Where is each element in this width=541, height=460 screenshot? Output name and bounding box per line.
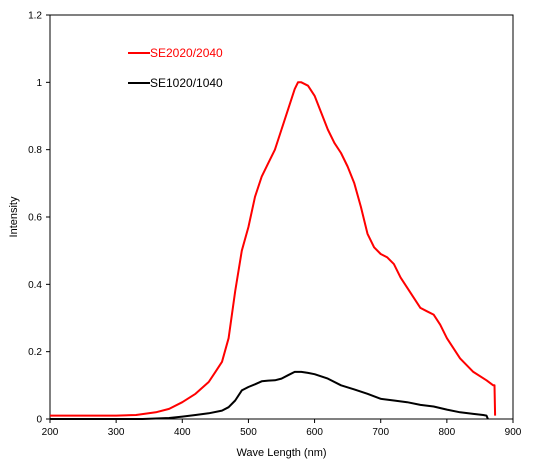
- x-tick-label: 300: [108, 427, 125, 438]
- x-tick-label: 700: [372, 427, 389, 438]
- x-tick-label: 600: [306, 427, 323, 438]
- x-tick-label: 800: [439, 427, 456, 438]
- series-line-2: [50, 370, 489, 420]
- y-tick-label: 0.6: [28, 213, 42, 224]
- y-tick-label: 1.2: [28, 11, 42, 22]
- x-tick-label: 900: [505, 427, 522, 438]
- x-axis-ticks: 200 300 400 500 600 700 800 900: [42, 419, 522, 438]
- plot-frame: [49, 14, 514, 420]
- x-axis-title: Wave Length (nm): [236, 447, 326, 459]
- y-axis-ticks: 0 0.2 0.4 0.6 0.8 1 1.2: [28, 11, 50, 426]
- series-line-1: [50, 81, 497, 417]
- x-tick-label: 200: [42, 427, 59, 438]
- plot-area-border: [49, 14, 514, 420]
- y-tick-label: 0.8: [28, 145, 42, 156]
- y-tick-label: 1: [36, 78, 42, 89]
- legend-label-1: SE2020/2040: [150, 46, 223, 60]
- legend: SE2020/2040 SE1020/1040: [128, 46, 223, 90]
- legend-label-2: SE1020/1040: [150, 76, 223, 90]
- series-layer: [50, 81, 497, 420]
- x-tick-label: 500: [240, 427, 257, 438]
- y-axis-title: Intensity: [8, 196, 20, 237]
- y-tick-label: 0: [36, 415, 42, 426]
- x-tick-label: 400: [174, 427, 191, 438]
- y-tick-label: 0.2: [28, 347, 42, 358]
- y-tick-label: 0.4: [28, 280, 42, 291]
